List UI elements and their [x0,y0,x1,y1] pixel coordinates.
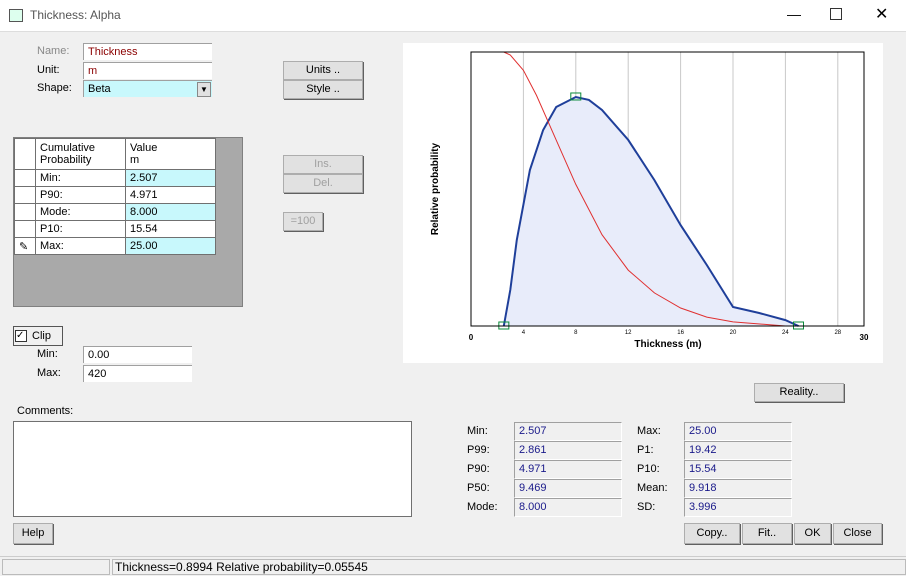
checkbox[interactable]: ✓ [15,330,27,342]
stat-label: Mode: [467,501,498,513]
close-window[interactable]: ✕ [875,6,889,23]
x-tick-label: 28 [834,330,841,336]
button[interactable]: Del. [283,174,363,193]
clip-min-input[interactable]: 0.00 [83,346,192,363]
x-tick-label: 4 [522,330,526,336]
stat-value: 9.469 [514,479,622,498]
x-tick-label: 24 [782,330,789,336]
stat-label: P10: [637,463,660,475]
clip-max-input[interactable]: 420 [83,365,192,382]
unit-input[interactable]: m [83,62,212,79]
stat-value: 2.507 [514,422,622,441]
button[interactable]: Units .. [283,61,363,80]
stat-value: 19.42 [684,441,792,460]
button[interactable]: OK [794,523,831,544]
cell: Max: [35,237,126,255]
label: Comments: [17,405,74,417]
x-tick-label: 20 [730,330,737,336]
stat-value: 2.861 [514,441,622,460]
header: m [130,154,140,166]
stat-label: Max: [637,425,661,437]
label: Shape: [37,82,72,94]
comments-input[interactable] [13,421,412,517]
button[interactable]: =100 [283,212,323,231]
button[interactable]: Help [13,523,53,544]
handle [570,92,582,101]
app-icon [9,9,23,22]
stat-value: 15.54 [684,460,792,479]
cell[interactable]: 2.507 [125,169,216,187]
label: Clip [32,330,51,342]
table-panel: Cumulative Probability Value m Min: 2.507 P… [13,137,243,307]
button[interactable]: Fit.. [742,523,792,544]
button[interactable]: Close [833,523,882,544]
label: Name: [37,45,70,57]
area [503,97,799,326]
dropdown-arrow[interactable]: ▼ [197,82,211,97]
stat-label: P1: [637,444,654,456]
window-title: Thickness: Alpha [30,8,121,22]
shape-select[interactable]: Beta ▼ [83,80,212,97]
button[interactable]: Reality.. [754,383,844,402]
shape-value: Beta [88,83,111,95]
status-bar: Thickness=0.8994 Relative probability=0.… [0,556,906,576]
button[interactable]: Ins. [283,155,363,174]
stat-label: P90: [467,463,490,475]
button[interactable]: Copy.. [684,523,740,544]
chart: Relative probability Thickness (m) 0 4 8 12… [403,43,883,363]
cell[interactable]: 8.000 [125,203,216,221]
label: Max: [37,367,61,379]
x-axis-label: Thickness (m) [634,339,701,350]
y-axis-label: Relative probability [430,142,441,235]
cell[interactable]: 4.971 [125,186,216,204]
x-tick-label: 30 [860,333,869,342]
stat-label: P99: [467,444,490,456]
maximize[interactable] [830,8,842,20]
stat-value: 4.971 [514,460,622,479]
x-tick-label: 16 [677,330,684,336]
label: Unit: [37,64,60,76]
label: Min: [37,348,58,360]
header: Probability [40,154,92,166]
header: Cumulative [40,142,96,154]
stat-label: Mean: [637,482,668,494]
status-pane [2,559,110,575]
stat-label: P50: [467,482,490,494]
stat-value: 25.00 [684,422,792,441]
x-tick-label: 8 [574,330,578,336]
cell[interactable]: 15.54 [125,220,216,238]
line [503,51,786,327]
stat-value: 8.000 [514,498,622,517]
stat-label: Min: [467,425,488,437]
cell[interactable]: 25.00 [125,237,216,255]
plot-frame [470,51,865,327]
stat-label: SD: [637,501,656,513]
stat-value: 9.918 [684,479,792,498]
x-tick-label: 0 [469,333,474,342]
title-bar: Thickness: Alpha — ✕ [0,0,906,32]
header: Value [130,142,158,154]
clip-box[interactable]: ✓ Clip [13,326,63,346]
table: Cumulative Probability Value m Min: 2.507 P… [14,138,216,255]
cell: Min: [35,169,126,187]
stat-value: 3.996 [684,498,792,517]
button[interactable]: Style .. [283,80,363,99]
name-input[interactable]: Thickness [83,43,212,60]
minimize[interactable]: — [787,6,801,22]
cell: Mode: [35,203,126,221]
x-tick-label: 12 [625,330,632,336]
cell: P90: [35,186,126,204]
line [502,95,799,327]
status-text: Thickness=0.8994 Relative probability=0.… [112,559,906,575]
cell: P10: [35,220,126,238]
